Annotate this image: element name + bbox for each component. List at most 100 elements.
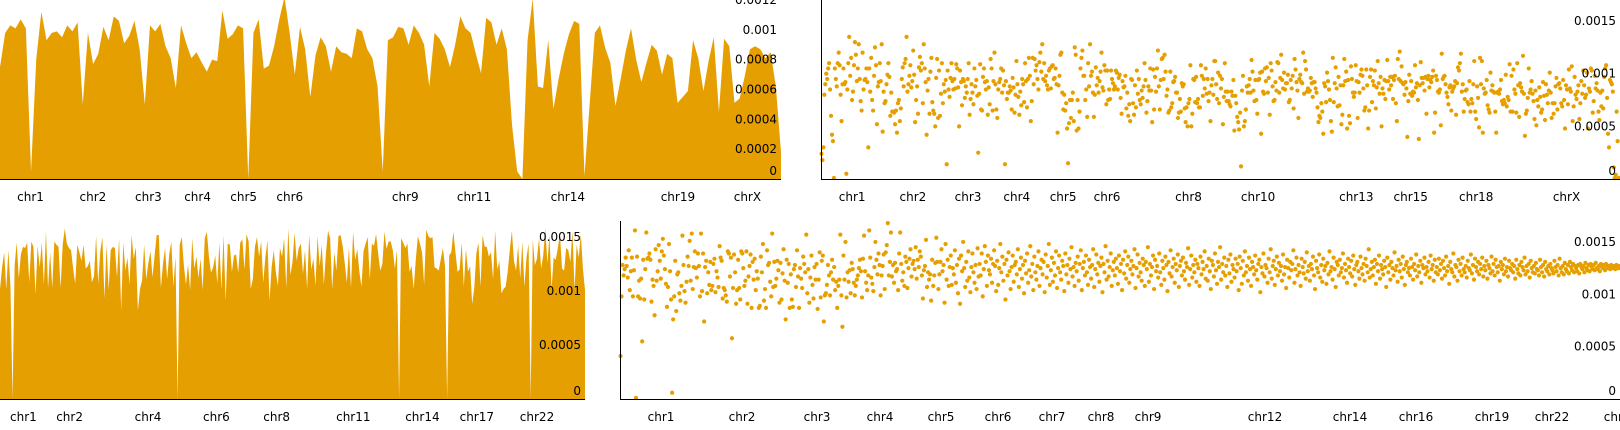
area-series-2 [0,228,585,399]
scatter-point [919,273,924,278]
x-tick-label: chr5 [1050,190,1077,204]
scatter-point [1220,261,1225,267]
scatter-point [1194,279,1199,284]
scatter-point [727,274,733,279]
scatter-point [792,262,798,268]
scatter-point [1419,280,1424,285]
scatter-point [712,256,717,261]
scatter-point [824,71,829,76]
scatter-point [1413,268,1418,273]
scatter-point [1418,258,1423,263]
scatter-point [1249,259,1255,264]
scatter-point [1590,110,1595,115]
scatter-point [1281,272,1287,277]
x-tick-label: chrX [734,190,761,204]
scatter-point [1040,272,1045,277]
scatter-point [1190,275,1195,280]
scatter-point [1219,76,1225,82]
scatter-point [642,297,647,302]
scatter-point [931,283,936,289]
scatter-point [1247,76,1252,82]
scatter-point [994,107,999,112]
scatter-point [1162,52,1167,57]
scatter-point [785,280,790,285]
scatter-point [1037,60,1042,65]
scatter-point [1022,61,1028,66]
scatter-point [1433,73,1439,78]
scatter-point [1134,68,1139,73]
scatter-point [1239,88,1245,93]
scatter-point [1467,268,1472,273]
scatter-point [1505,274,1511,279]
scatter-point [685,254,690,259]
scatter-point [1096,90,1101,95]
scatter-point [948,75,953,81]
scatter-point [1426,73,1431,78]
scatter-point [908,63,913,68]
scatter-point [1331,100,1336,105]
scatter-point [1087,42,1093,47]
scatter-point [1243,270,1248,275]
scatter-point [1003,297,1008,302]
scatter-point [1576,83,1581,88]
scatter-point [1381,91,1386,96]
scatter-point [1442,73,1447,78]
scatter-point [820,253,825,258]
scatter-point [927,111,932,116]
scatter-point [1336,74,1341,79]
scatter-point [1481,274,1486,279]
scatter-point [1574,96,1579,102]
scatter-point [1555,262,1560,268]
scatter-point [1543,259,1548,264]
scatter-point [1007,84,1012,89]
scatter-point [1189,253,1194,258]
scatter-point [1092,284,1097,290]
scatter-point [958,253,964,258]
scatter-point [1187,96,1192,102]
scatter-point [1238,164,1244,169]
scatter-point [894,267,900,272]
scatter-point [1235,261,1240,267]
scatter-point [1295,273,1300,278]
scatter-point [728,255,734,260]
scatter-point [1518,81,1523,86]
scatter-point [749,305,754,311]
scatter-point [1166,259,1171,264]
scatter-point [1110,268,1115,273]
scatter-point [1272,97,1277,103]
x-tick-label: chr2 [900,190,927,204]
scatter-point [1131,263,1136,269]
scatter-point [1597,269,1602,274]
scatter-point [1458,51,1463,56]
scatter-point [687,238,692,243]
y-tick-label: 0.0005 [1574,119,1616,133]
scatter-point [1072,45,1077,50]
scatter-point [943,77,948,83]
scatter-point [1324,100,1329,105]
scatter-point [1205,76,1210,82]
scatter-point [762,286,768,292]
scatter-point [1254,268,1259,273]
scatter-point [1493,257,1498,262]
scatter-point [1387,262,1392,268]
scatter-point [1310,94,1315,99]
scatter-point [788,272,793,277]
scatter-point [1396,257,1401,262]
scatter-point [856,42,861,47]
scatter-point [791,267,796,272]
scatter-point [1357,90,1362,95]
scatter-point [856,266,862,271]
scatter-point [1554,75,1559,81]
scatter-point [898,106,903,111]
scatter-point [1525,95,1530,101]
scatter-point [1025,251,1030,256]
scatter-point [1056,83,1061,88]
scatter-point [1174,90,1180,95]
scatter-point [1405,134,1410,139]
scatter-point [659,249,664,254]
scatter-point [1016,94,1021,99]
scatter-point [933,124,938,129]
scatter-point [952,76,957,82]
scatter-point [1121,257,1126,262]
x-tick-label: chrX [1553,190,1580,204]
